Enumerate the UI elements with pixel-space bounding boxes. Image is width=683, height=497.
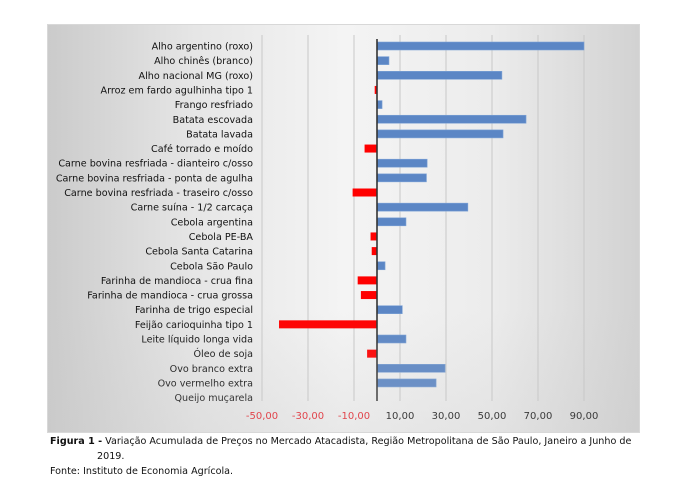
bar bbox=[376, 334, 407, 344]
category-label: Alho nacional MG (roxo) bbox=[139, 71, 253, 82]
category-label: Cebola PE-BA bbox=[189, 232, 254, 243]
bar bbox=[376, 261, 386, 271]
bar bbox=[376, 217, 407, 227]
category-label: Cebola Santa Catarina bbox=[145, 247, 253, 258]
category-label: Farinha de mandioca - crua grossa bbox=[87, 291, 253, 302]
x-tick-label: -50,00 bbox=[246, 411, 278, 422]
figure-text: Variação Acumulada de Preços no Mercado … bbox=[102, 436, 632, 447]
category-label: Cebola São Paulo bbox=[170, 261, 253, 272]
bar bbox=[376, 305, 403, 315]
x-tick-label: 90,00 bbox=[570, 411, 599, 422]
bar bbox=[376, 158, 428, 168]
category-label: Óleo de soja bbox=[194, 347, 254, 360]
bar bbox=[357, 276, 377, 285]
bar-chart: Alho argentino (roxo) Alho chinês (branco… bbox=[56, 35, 598, 422]
bar bbox=[360, 291, 377, 300]
figure-source: Fonte: Instituto de Economia Agrícola. bbox=[50, 466, 234, 477]
category-label: Arroz em fardo agulhinha tipo 1 bbox=[101, 85, 253, 96]
figure-label: Figura 1 - bbox=[50, 436, 103, 447]
category-label: Frango resfriado bbox=[175, 100, 253, 111]
x-tick-label: 10,00 bbox=[386, 411, 415, 422]
category-label: Ovo vermelho extra bbox=[158, 378, 253, 389]
bar bbox=[374, 85, 377, 94]
bar bbox=[376, 70, 503, 80]
x-tick-label: 30,00 bbox=[432, 411, 461, 422]
bar bbox=[376, 363, 446, 373]
x-tick-label: 50,00 bbox=[478, 411, 507, 422]
category-label: Queijo muçarela bbox=[174, 393, 253, 404]
category-label: Carne bovina resfriada - ponta de agulha bbox=[56, 173, 253, 184]
figure-caption: Figura 1 - Variação Acumulada de Preços … bbox=[50, 434, 650, 464]
category-label: Ovo branco extra bbox=[170, 364, 253, 375]
bar bbox=[376, 114, 527, 124]
category-label: Alho chinês (branco) bbox=[154, 55, 253, 67]
category-labels: Alho argentino (roxo) Alho chinês (branco… bbox=[56, 42, 254, 405]
bar bbox=[376, 56, 390, 65]
category-label: Farinha de trigo especial bbox=[135, 305, 253, 316]
gridlines bbox=[261, 35, 585, 401]
bar bbox=[370, 232, 377, 241]
bar bbox=[376, 202, 469, 212]
bar bbox=[367, 349, 377, 358]
bar bbox=[371, 247, 377, 256]
category-label: Alho argentino (roxo) bbox=[152, 42, 253, 53]
figure-year: 2019. bbox=[97, 451, 125, 462]
x-tick-label: -10,00 bbox=[338, 411, 370, 422]
category-label: Cebola argentina bbox=[171, 217, 253, 228]
x-tick-label: -30,00 bbox=[292, 411, 324, 422]
category-label: Batata lavada bbox=[186, 129, 253, 140]
bar bbox=[279, 320, 377, 329]
category-label: Farinha de mandioca - crua fina bbox=[101, 276, 253, 287]
category-label: Carne bovina resfriada - dianteiro c/oss… bbox=[58, 159, 253, 170]
category-label: Café torrado e moído bbox=[151, 143, 253, 155]
category-label: Carne suína - 1/2 carcaça bbox=[131, 202, 253, 214]
category-label: Feijão carioquinha tipo 1 bbox=[135, 320, 253, 331]
bar bbox=[376, 41, 585, 51]
bar bbox=[352, 188, 377, 197]
bar bbox=[376, 378, 437, 388]
category-label: Leite líquido longa vida bbox=[141, 334, 253, 346]
x-tick-label: 70,00 bbox=[524, 411, 553, 422]
chart-panel: Alho argentino (roxo) Alho chinês (branco… bbox=[48, 25, 639, 432]
bar bbox=[376, 173, 427, 183]
category-label: Carne bovina resfriada - traseiro c/osso bbox=[64, 188, 253, 199]
category-label: Batata escovada bbox=[173, 115, 253, 126]
bar bbox=[364, 144, 377, 153]
bar bbox=[376, 129, 504, 139]
x-tick-labels: -50,00 -30,00 -10,00 10,00 30,00 50,00 70,00 90… bbox=[246, 411, 598, 422]
